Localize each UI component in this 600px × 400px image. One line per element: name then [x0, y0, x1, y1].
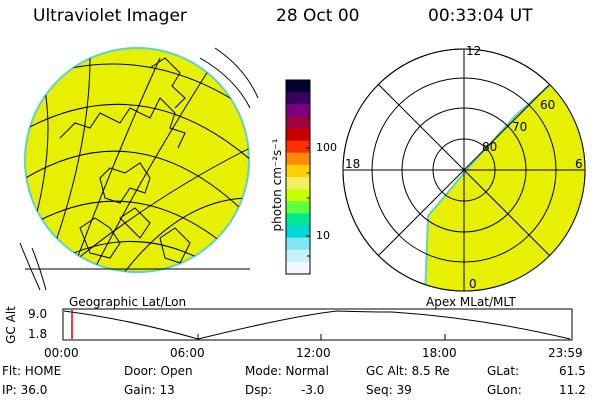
colorbar-swatch: [286, 80, 310, 93]
timeline-xtick-0600: 06:00: [170, 346, 205, 360]
right-panel-caption: Apex MLat/MLT: [426, 295, 516, 309]
mlat-label-80: 80: [482, 140, 498, 154]
apex-polar-plot: [342, 48, 586, 292]
mlt-label-12: 12: [466, 44, 482, 58]
geographic-map: [19, 47, 259, 291]
colorbar-swatch: [286, 177, 310, 190]
earth-disk: [24, 47, 250, 273]
mlt-label-6: 6: [575, 157, 583, 171]
timeline-xtick-2359: 23:59: [548, 346, 583, 360]
flight-status: Flt: HOME: [2, 364, 62, 378]
altitude-curve: [63, 310, 571, 340]
colorbar-swatch: [286, 213, 310, 227]
gc-altitude: GC Alt: 8.5 Re: [366, 364, 450, 378]
app-title: Ultraviolet Imager: [33, 6, 187, 26]
glon-label: GLon:: [487, 383, 522, 397]
gain-status: Gain: 13: [124, 383, 175, 397]
dsp-label: Dsp:: [245, 383, 273, 397]
mlat-label-70: 70: [512, 120, 528, 134]
colorbar-tick-100: 100: [316, 141, 337, 154]
colorbar-swatch: [286, 116, 310, 130]
mlt-label-0: 0: [469, 277, 477, 291]
mode-status: Mode: Normal: [245, 364, 329, 378]
colorbar-swatch: [286, 92, 310, 105]
door-status: Door: Open: [124, 364, 193, 378]
timeline-xtick-1800: 18:00: [422, 346, 457, 360]
ip-status: IP: 36.0: [2, 383, 48, 397]
colorbar-swatch: [286, 261, 310, 275]
glat-value: 61.5: [559, 364, 586, 378]
mlt-label-18: 18: [345, 157, 361, 171]
timeline-ytick-1.8: 1.8: [28, 327, 48, 341]
time-label: 00:33:04 UT: [428, 6, 533, 26]
glon-value: 11.2: [559, 383, 586, 397]
glat-label: GLat:: [487, 364, 520, 378]
colorbar-swatch: [286, 189, 310, 202]
mlat-label-60: 60: [540, 98, 556, 112]
timeline-xtick-1200: 12:00: [296, 346, 331, 360]
timeline-plot: [62, 308, 573, 341]
timeline-xtick-0000: 00:00: [44, 346, 79, 360]
colorbar-swatch: [286, 128, 310, 142]
colorbar-swatch: [286, 164, 310, 178]
colorbar-swatch: [286, 237, 310, 251]
colorbar-swatch: [286, 140, 310, 154]
colorbar: [285, 79, 311, 275]
date-label: 28 Oct 00: [276, 6, 360, 26]
dsp-value: -3.0: [301, 383, 325, 397]
colorbar-swatch: [286, 249, 310, 263]
colorbar-tick-10: 10: [316, 229, 330, 242]
colorbar-swatch: [286, 225, 310, 239]
timeline-axis-label: GC Alt: [3, 306, 18, 344]
colorbar-swatch: [286, 201, 310, 214]
colorbar-unit-label: photon cm⁻²s⁻¹: [270, 138, 284, 232]
timeline-ytick-9: 9.0: [28, 307, 48, 321]
colorbar-swatch: [286, 104, 310, 117]
colorbar-swatch: [286, 152, 310, 166]
left-panel-caption: Geographic Lat/Lon: [69, 295, 187, 309]
sequence-status: Seq: 39: [366, 383, 412, 397]
